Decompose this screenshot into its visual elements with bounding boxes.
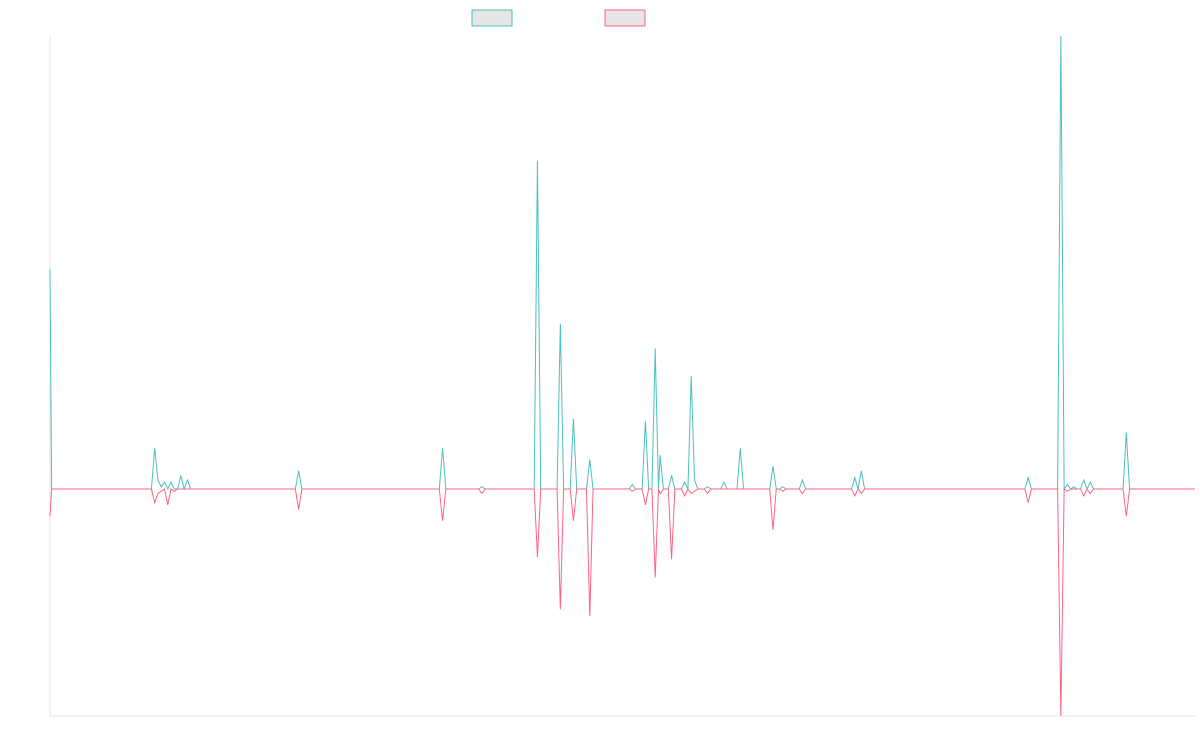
- legend-swatch-2[interactable]: [604, 9, 646, 27]
- series-line-2: [49, 488, 1195, 717]
- axes: [49, 36, 1195, 717]
- legend-item-2[interactable]: [604, 9, 646, 27]
- series-line-1: [49, 35, 1195, 491]
- legend[interactable]: [471, 9, 646, 27]
- legend-item-1[interactable]: [471, 9, 513, 27]
- legend-swatch-1[interactable]: [471, 9, 513, 27]
- plot-area: [49, 35, 1195, 717]
